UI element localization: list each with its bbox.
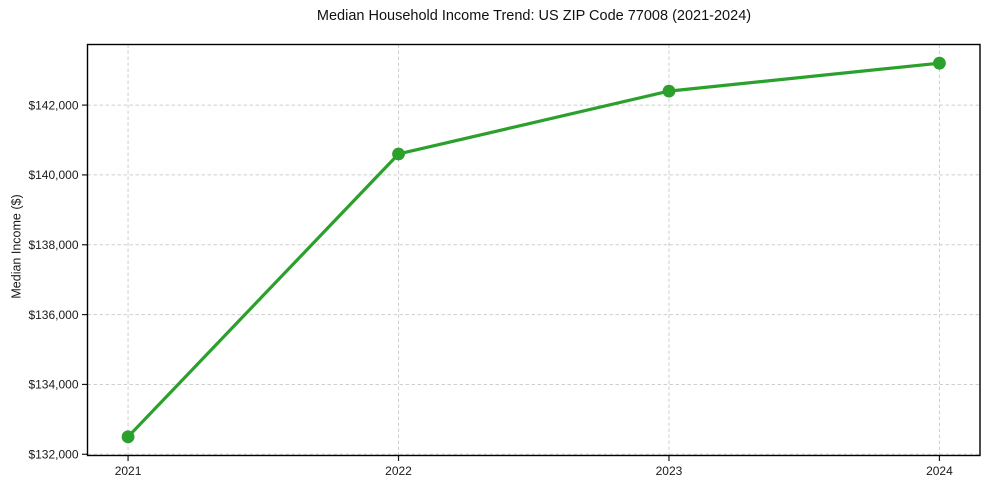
x-tick-label: 2021	[115, 464, 142, 478]
trend-line	[126, 61, 942, 439]
y-tick-label: $134,000	[28, 378, 78, 392]
y-tick-label: $136,000	[28, 308, 78, 322]
plot-border	[86, 43, 981, 457]
chart-title: Median Household Income Trend: US ZIP Co…	[316, 8, 752, 24]
y-tick-label: $132,000	[28, 447, 78, 461]
x-tick-label: 2023	[656, 464, 683, 478]
data-point-marker	[933, 56, 946, 70]
y-tick-label: $138,000	[28, 238, 78, 252]
data-point-marker	[392, 147, 405, 161]
y-tick-label: $140,000	[28, 168, 78, 182]
y-tick-label: $142,000	[28, 98, 78, 112]
x-tick-label: 2024	[926, 464, 953, 478]
data-point-marker	[121, 430, 135, 444]
x-tick-label: 2022	[385, 464, 412, 478]
data-point-marker	[662, 84, 676, 98]
